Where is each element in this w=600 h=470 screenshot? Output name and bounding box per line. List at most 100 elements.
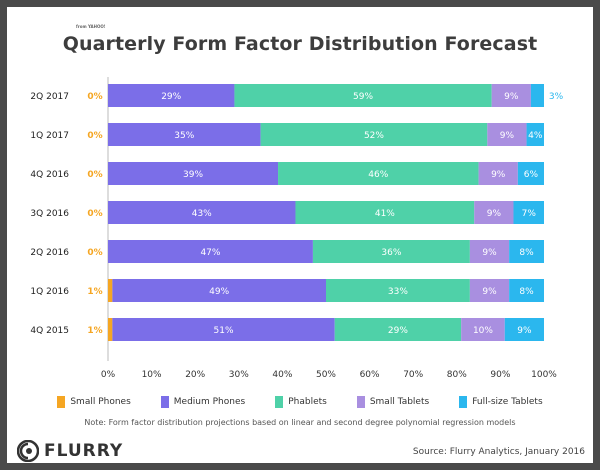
legend-item: Small Tablets (356, 396, 430, 408)
x-tick-label: 20% (185, 370, 205, 380)
bar-segment (517, 162, 544, 185)
bar-segment (278, 162, 479, 185)
bar-segment (108, 318, 113, 341)
x-tick-label: 90% (490, 370, 510, 380)
bar-segment (260, 123, 488, 146)
data-label: 0% (87, 92, 102, 102)
category-label: 1Q 2017 (30, 131, 69, 141)
bar-segment (334, 318, 462, 341)
data-label: 0% (87, 170, 102, 180)
legend-label: Full-size Tablets (472, 397, 543, 407)
category-label: 4Q 2016 (30, 170, 69, 180)
bar-segment (469, 240, 510, 263)
bar-segment (326, 279, 470, 302)
data-label: 0% (87, 131, 102, 141)
data-label: 4% (528, 131, 543, 141)
data-label: 41% (375, 209, 395, 219)
data-label: 49% (209, 287, 229, 297)
bar-segment (504, 318, 544, 341)
data-label: 9% (482, 248, 497, 258)
bar-segment (108, 240, 313, 263)
legend-swatch (275, 396, 284, 408)
category-label: 2Q 2016 (30, 248, 69, 258)
legend-item: Phablets (275, 396, 327, 408)
bar-segment (108, 123, 261, 146)
footnote: Note: Form factor distribution projectio… (84, 418, 516, 427)
bar-segment (108, 162, 279, 185)
legend-label: Medium Phones (173, 397, 246, 407)
brand-sub: from YAHOO! (76, 24, 106, 29)
data-label: 9% (491, 170, 506, 180)
x-tick-label: 50% (316, 370, 336, 380)
data-label: 3% (549, 92, 564, 102)
data-label: 0% (87, 248, 102, 258)
legend-label: Small Tablets (369, 397, 430, 407)
x-tick-label: 60% (360, 370, 380, 380)
data-label: 1% (87, 326, 102, 336)
x-tick-label: 40% (272, 370, 292, 380)
bar-segment (530, 84, 544, 107)
flurry-logo-icon (17, 440, 39, 462)
source-text: Source: Flurry Analytics, January 2016 (412, 447, 585, 457)
data-label: 9% (504, 92, 519, 102)
data-label: 36% (381, 248, 401, 258)
data-label: 10% (473, 326, 493, 336)
data-label: 46% (368, 170, 388, 180)
bar-segment (509, 240, 544, 263)
category-label: 3Q 2016 (30, 209, 69, 219)
category-label: 4Q 2015 (30, 326, 69, 336)
bar-segment (474, 201, 514, 224)
data-label: 47% (200, 248, 220, 258)
category-label: 1Q 2016 (30, 287, 69, 297)
data-label: 43% (192, 209, 212, 219)
bar-segment (108, 201, 296, 224)
x-tick-label: 100% (531, 370, 557, 380)
data-label: 9% (500, 131, 515, 141)
legend-swatch (160, 396, 169, 408)
flurry-logo: FLURRY (17, 440, 123, 462)
data-label: 29% (161, 92, 181, 102)
bar-segment (509, 279, 544, 302)
data-label: 8% (519, 248, 534, 258)
bar-segment (112, 318, 335, 341)
legend-item: Medium Phones (160, 396, 246, 408)
bar-segment (461, 318, 505, 341)
data-label: 39% (183, 170, 203, 180)
data-label: 9% (482, 287, 497, 297)
bar-segment (491, 84, 531, 107)
bar-segment (487, 123, 527, 146)
bar-segment (112, 279, 326, 302)
data-label: 1% (87, 287, 102, 297)
bar-segment (513, 201, 544, 224)
x-tick-label: 10% (142, 370, 162, 380)
legend-swatch (459, 396, 468, 408)
legend-swatch (356, 396, 365, 408)
data-label: 6% (524, 170, 539, 180)
bar-segment (312, 240, 470, 263)
data-label: 0% (87, 209, 102, 219)
data-label: 52% (364, 131, 384, 141)
legend: Small Phones Medium Phones Phablets Small T… (7, 396, 593, 408)
data-label: 33% (388, 287, 408, 297)
x-tick-label: 0% (101, 370, 116, 380)
bar-segment (469, 279, 510, 302)
category-label: 2Q 2017 (30, 92, 69, 102)
legend-label: Small Phones (70, 397, 131, 407)
legend-label: Phablets (288, 397, 327, 407)
data-label: 59% (353, 92, 373, 102)
x-tick-label: 80% (447, 370, 467, 380)
data-label: 9% (517, 326, 532, 336)
x-tick-label: 70% (403, 370, 423, 380)
data-label: 51% (214, 326, 234, 336)
chart-card: Quarterly Form Factor Distribution Forec… (7, 7, 593, 463)
x-tick-label: 30% (229, 370, 249, 380)
data-label: 8% (519, 287, 534, 297)
data-label: 35% (174, 131, 194, 141)
chart-title: Quarterly Form Factor Distribution Forec… (62, 33, 538, 55)
bar-segment (478, 162, 518, 185)
legend-item: Small Phones (57, 396, 131, 408)
bar-segment (234, 84, 492, 107)
bar-segment (295, 201, 475, 224)
data-label: 29% (388, 326, 408, 336)
bar-chart: 2Q 2017 0% 29% 59% 9% 3% 1Q 2017 0% 35% 52% 9% 4% 4Q… (30, 77, 564, 380)
